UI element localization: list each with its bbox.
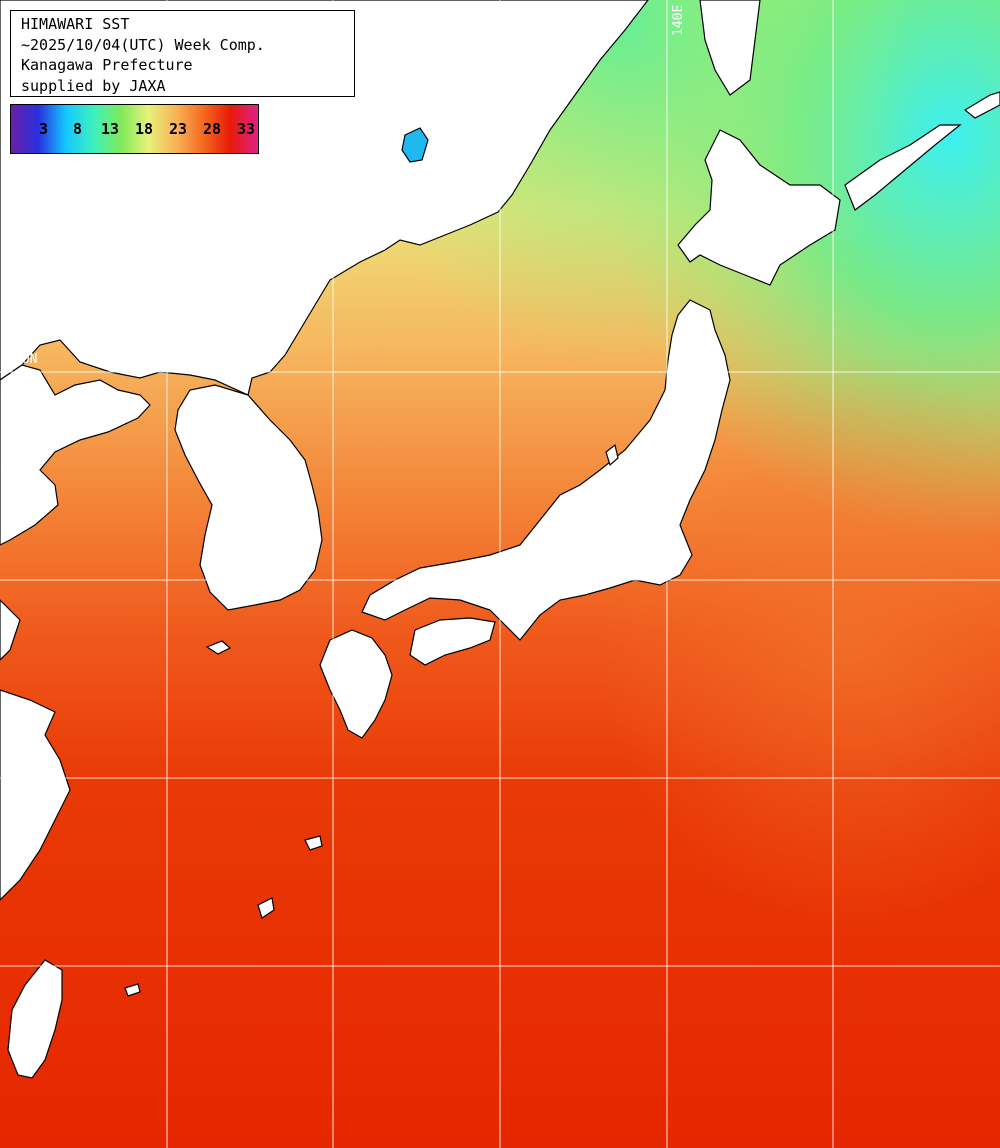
- land-ryukyu-2: [257, 897, 275, 919]
- colorbar-tick-23: 23: [169, 120, 188, 138]
- land-sakhalin: [699, 0, 761, 96]
- land: [0, 0, 1000, 1079]
- colorbar-tick-18: 18: [135, 120, 154, 138]
- grid-label-140e: 140E: [671, 4, 686, 36]
- land-asia-north: [0, 0, 649, 396]
- title-region: Kanagawa Prefecture: [21, 56, 193, 74]
- land-kurils: [844, 91, 1000, 211]
- title-product: HIMAWARI SST: [21, 15, 130, 33]
- land-kyushu: [319, 629, 393, 739]
- title-period: ~2025/10/04(UTC) Week Comp.: [21, 35, 265, 54]
- land-hokkaido: [677, 129, 841, 286]
- colorbar-tick-33: 33: [237, 120, 256, 138]
- colorbar-tick-8: 8: [73, 120, 83, 138]
- land-sado: [605, 443, 619, 467]
- colorbar-tick-28: 28: [203, 120, 222, 138]
- land-island-north: [401, 127, 429, 163]
- land-taiwan: [7, 959, 63, 1079]
- land-china-coast: [0, 364, 151, 546]
- title-panel: HIMAWARI SST ~2025/10/04(UTC) Week Comp.…: [10, 10, 355, 97]
- temperature-colorbar: 3 8 13 18 23 28 33: [10, 104, 259, 154]
- land-ryukyu-3: [124, 983, 141, 997]
- colorbar-tick-3: 3: [39, 120, 49, 138]
- land-ryukyu-1: [304, 835, 323, 851]
- colorbar-tick-13: 13: [101, 120, 120, 138]
- land-korea: [174, 384, 323, 611]
- grid-label-30n: 30N: [14, 760, 38, 775]
- title-source: supplied by JAXA: [21, 76, 166, 95]
- land-shikoku: [409, 617, 496, 666]
- land-jeju: [205, 640, 232, 655]
- land-china-east: [0, 599, 71, 901]
- land-honshu: [361, 299, 731, 641]
- grid-label-40n: 40N: [14, 352, 38, 367]
